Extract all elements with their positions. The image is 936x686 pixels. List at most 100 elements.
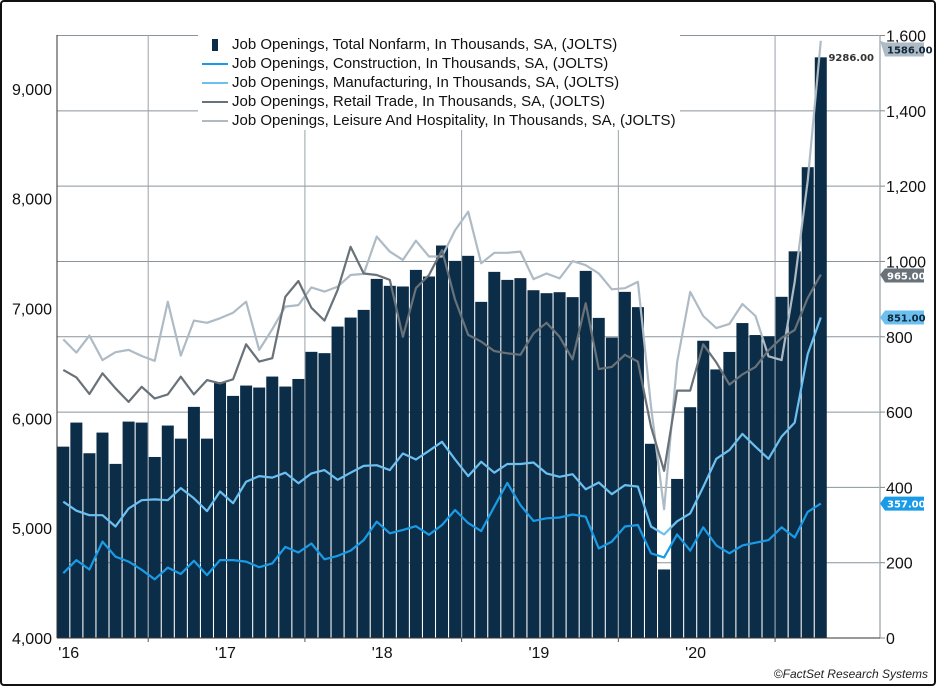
bar <box>266 376 279 638</box>
legend-bar-swatch <box>212 38 218 51</box>
bar <box>488 271 501 638</box>
legend-label: Job Openings, Leisure And Hospitality, I… <box>232 112 676 129</box>
series-line-4 <box>62 40 822 511</box>
bar <box>214 382 227 638</box>
bar <box>592 317 605 638</box>
bar <box>723 351 736 638</box>
bar <box>475 301 488 638</box>
right-axis-tick-label: 0 <box>886 631 895 648</box>
bar <box>775 296 788 638</box>
last-value-callout-bg <box>880 40 924 57</box>
bar <box>501 279 514 638</box>
last-value-callout-bg <box>880 496 924 511</box>
left-axis-tick-label: 8,000 <box>12 192 52 209</box>
bar <box>279 386 292 638</box>
bar <box>227 395 240 638</box>
legend-line-swatch <box>202 62 228 65</box>
x-axis-tick-label: '17 <box>215 645 236 662</box>
legend-line-swatch <box>202 100 228 103</box>
legend-item-manufacturing: Job Openings, Manufacturing, In Thousand… <box>202 73 676 92</box>
legend-item-retail: Job Openings, Retail Trade, In Thousands… <box>202 92 676 111</box>
right-axis-tick-label: 400 <box>886 480 913 497</box>
bar <box>253 387 266 638</box>
bar <box>396 286 409 638</box>
right-axis-tick-label: 1,200 <box>886 179 926 196</box>
bar <box>684 407 697 638</box>
bar <box>736 323 749 638</box>
bar <box>527 290 540 638</box>
bar <box>749 335 762 638</box>
last-value-callout: 357.00 <box>887 500 926 511</box>
bar <box>658 569 671 638</box>
bar-last-value-label: 9286.00 <box>828 53 874 64</box>
bar <box>409 269 422 638</box>
bar <box>801 167 814 638</box>
bar <box>762 336 775 638</box>
right-axis-tick-label: 600 <box>886 405 913 422</box>
left-axis-tick-label: 7,000 <box>12 301 52 318</box>
bar <box>631 307 644 638</box>
bar <box>383 285 396 638</box>
series-line-1 <box>62 481 822 581</box>
last-value-callout-bg <box>880 268 924 283</box>
bar <box>462 255 475 638</box>
legend-line-swatch <box>202 81 228 84</box>
left-axis-tick-label: 5,000 <box>12 521 52 538</box>
legend-label: Job Openings, Total Nonfarm, In Thousand… <box>232 36 618 53</box>
bar <box>671 478 684 638</box>
bar <box>240 385 253 638</box>
bar <box>344 317 357 638</box>
bar <box>161 425 174 638</box>
legend-label: Job Openings, Construction, In Thousands… <box>232 55 609 72</box>
bar <box>618 291 631 638</box>
bar <box>788 251 801 638</box>
last-value-callout: 851.00 <box>887 314 926 325</box>
legend-item-total-nonfarm: Job Openings, Total Nonfarm, In Thousand… <box>202 35 676 54</box>
bar <box>422 276 435 638</box>
legend-line-swatch <box>202 119 228 122</box>
bar <box>57 446 70 638</box>
bar <box>370 278 383 638</box>
right-axis-tick-label: 1,600 <box>886 29 926 46</box>
x-axis-tick-label: '20 <box>685 645 706 662</box>
bar <box>449 260 462 638</box>
bar <box>357 309 370 638</box>
bar <box>710 369 723 638</box>
left-axis-tick-label: 9,000 <box>12 82 52 99</box>
bar <box>566 297 579 638</box>
bar <box>148 456 161 638</box>
bar <box>174 438 187 638</box>
right-axis-tick-label: 800 <box>886 330 913 347</box>
right-axis-tick-label: 1,400 <box>886 104 926 121</box>
legend: Job Openings, Total Nonfarm, In Thousand… <box>198 35 680 130</box>
bar <box>645 443 657 638</box>
x-axis-tick-label: '19 <box>528 645 549 662</box>
bar <box>122 421 135 638</box>
bar <box>540 293 553 638</box>
bar <box>200 438 213 638</box>
bar <box>83 453 96 638</box>
x-axis-tick-label: '16 <box>58 645 79 662</box>
bar <box>553 292 566 638</box>
bar <box>318 353 331 638</box>
bar <box>187 406 200 638</box>
legend-label: Job Openings, Retail Trade, In Thousands… <box>232 93 605 110</box>
right-axis-tick-label: 200 <box>886 556 913 573</box>
last-value-callout-bg <box>880 310 924 325</box>
last-value-callout: 1586.00 <box>887 46 933 57</box>
bar <box>109 463 122 638</box>
left-axis-tick-label: 6,000 <box>12 411 52 428</box>
right-axis-tick-label: 1,000 <box>886 254 926 271</box>
bar <box>135 422 148 638</box>
bar <box>96 432 109 638</box>
legend-item-construction: Job Openings, Construction, In Thousands… <box>202 54 676 73</box>
bar <box>305 351 318 638</box>
bar <box>70 422 83 638</box>
bar <box>514 278 527 638</box>
legend-item-leisure: Job Openings, Leisure And Hospitality, I… <box>202 111 676 130</box>
bar <box>331 326 344 638</box>
series-line-2 <box>62 317 822 536</box>
series-line-3 <box>62 245 822 472</box>
legend-label: Job Openings, Manufacturing, In Thousand… <box>232 74 620 91</box>
